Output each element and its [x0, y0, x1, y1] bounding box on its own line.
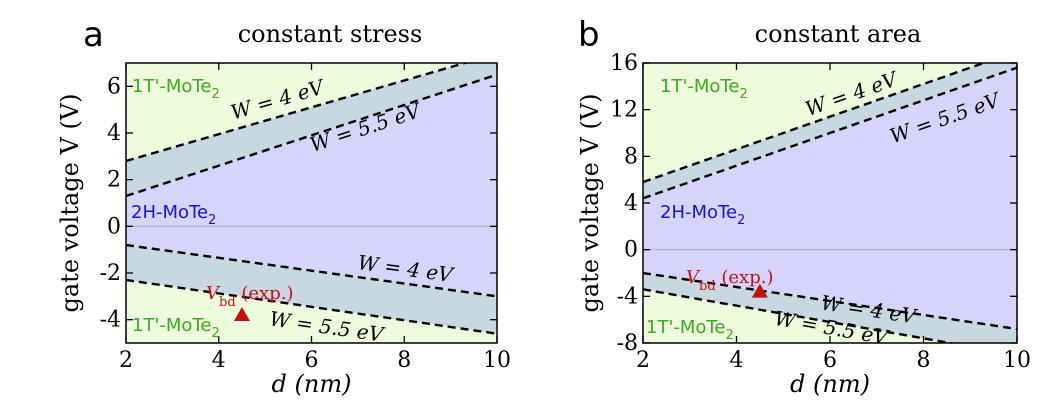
- region-2h: [126, 74, 497, 297]
- y-tick-label: 4: [107, 121, 121, 146]
- phase-label-main: 1T'-MoTe: [660, 76, 739, 97]
- x-tick-label: 2: [636, 348, 650, 373]
- x-tick-label: 8: [397, 348, 411, 373]
- y-tick-label: 0: [107, 214, 121, 239]
- phase-label-main: 2H-MoTe: [660, 202, 737, 223]
- y-tick-label: 12: [610, 98, 638, 123]
- phase-label-subscript: 2: [737, 213, 745, 228]
- y-tick-label: 6: [107, 74, 121, 99]
- phase-label-subscript: 2: [725, 328, 733, 343]
- x-tick-label: 4: [212, 348, 226, 373]
- phase-label-main: 1T'-MoTe: [646, 317, 725, 338]
- panel-letter: a: [83, 15, 104, 55]
- marker-vbd-label: Vbd (exp.): [686, 267, 773, 294]
- series-line-2: [643, 66, 1017, 200]
- y-tick-label: 2: [107, 168, 121, 193]
- y-tick-label: 8: [624, 144, 638, 169]
- phase-label-1t-bottom: 1T'-MoTe2: [646, 317, 734, 343]
- marker-vbd-label: Vbd (exp.): [206, 283, 293, 310]
- phase-label-subscript: 2: [211, 87, 219, 102]
- panel-b: 2 4 6 8 10 -8 -4 0 4 8 12 16 b constant area d (nm) gat…: [576, 15, 1031, 398]
- series-line-3: [643, 271, 1017, 331]
- x-axis-label: d (nm): [790, 370, 870, 398]
- phase-label-1t-top: 1T'-MoTe2: [132, 76, 220, 102]
- x-tick-label: 6: [823, 348, 837, 373]
- region-2h: [643, 67, 1017, 330]
- phase-label-main: 1T'-MoTe: [132, 315, 211, 336]
- series-line-2: [126, 73, 497, 198]
- x-tick-label: 6: [305, 348, 319, 373]
- y-tick-label: 4: [624, 191, 638, 216]
- series-line-3: [126, 243, 497, 298]
- series-line-4: [643, 288, 958, 343]
- marker-label-sub: bd: [219, 295, 236, 310]
- phase-label-subscript: 2: [739, 87, 747, 102]
- phase-label-subscript: 2: [208, 213, 216, 228]
- x-axis-label: d (nm): [272, 370, 352, 398]
- x-tick-label: 2: [119, 348, 133, 373]
- panel-letter: b: [578, 15, 600, 55]
- band-lower-transition: [643, 273, 1017, 343]
- phase-label-main: 2H-MoTe: [131, 202, 208, 223]
- y-axis-label: gate voltage V (V): [56, 94, 84, 313]
- phase-label-2h: 2H-MoTe2: [660, 202, 745, 228]
- y-tick-label: -4: [100, 308, 121, 333]
- marker-label-tail: (exp.): [236, 283, 294, 304]
- band-upper-transition: [126, 63, 497, 196]
- phase-label-2h: 2H-MoTe2: [131, 202, 216, 228]
- marker-label-sub: bd: [699, 279, 716, 294]
- band-upper-transition: [643, 63, 1017, 199]
- plot-area: [643, 63, 1017, 343]
- x-tick-label: 4: [730, 348, 744, 373]
- x-tick-label: 10: [1003, 348, 1031, 373]
- y-tick-label: -2: [100, 261, 121, 286]
- band-lower-transition: [126, 245, 497, 334]
- y-tick-label: 16: [610, 51, 638, 76]
- chart-title: constant area: [755, 20, 922, 48]
- phase-label-1t-bottom: 1T'-MoTe2: [132, 315, 220, 341]
- phase-label-1t-top: 1T'-MoTe2: [660, 76, 748, 102]
- marker-label-tail: (exp.): [716, 267, 774, 288]
- phase-label-main: 1T'-MoTe: [132, 76, 211, 97]
- x-tick-label: 10: [483, 348, 511, 373]
- y-tick-label: -4: [617, 284, 638, 309]
- plot-area: [126, 63, 497, 343]
- series-line-1: [643, 63, 988, 184]
- y-tick-label: 0: [624, 238, 638, 263]
- series-line-4: [126, 278, 497, 335]
- chart-title: constant stress: [238, 20, 423, 48]
- y-axis-label: gate voltage V (V): [576, 94, 604, 313]
- marker-vbd: [233, 307, 250, 321]
- y-tick-label: -8: [617, 331, 638, 356]
- marker-label-v: V: [206, 283, 221, 304]
- phase-label-subscript: 2: [211, 326, 219, 341]
- marker-label-v: V: [686, 267, 701, 288]
- x-tick-label: 8: [917, 348, 931, 373]
- marker-vbd: [751, 283, 768, 298]
